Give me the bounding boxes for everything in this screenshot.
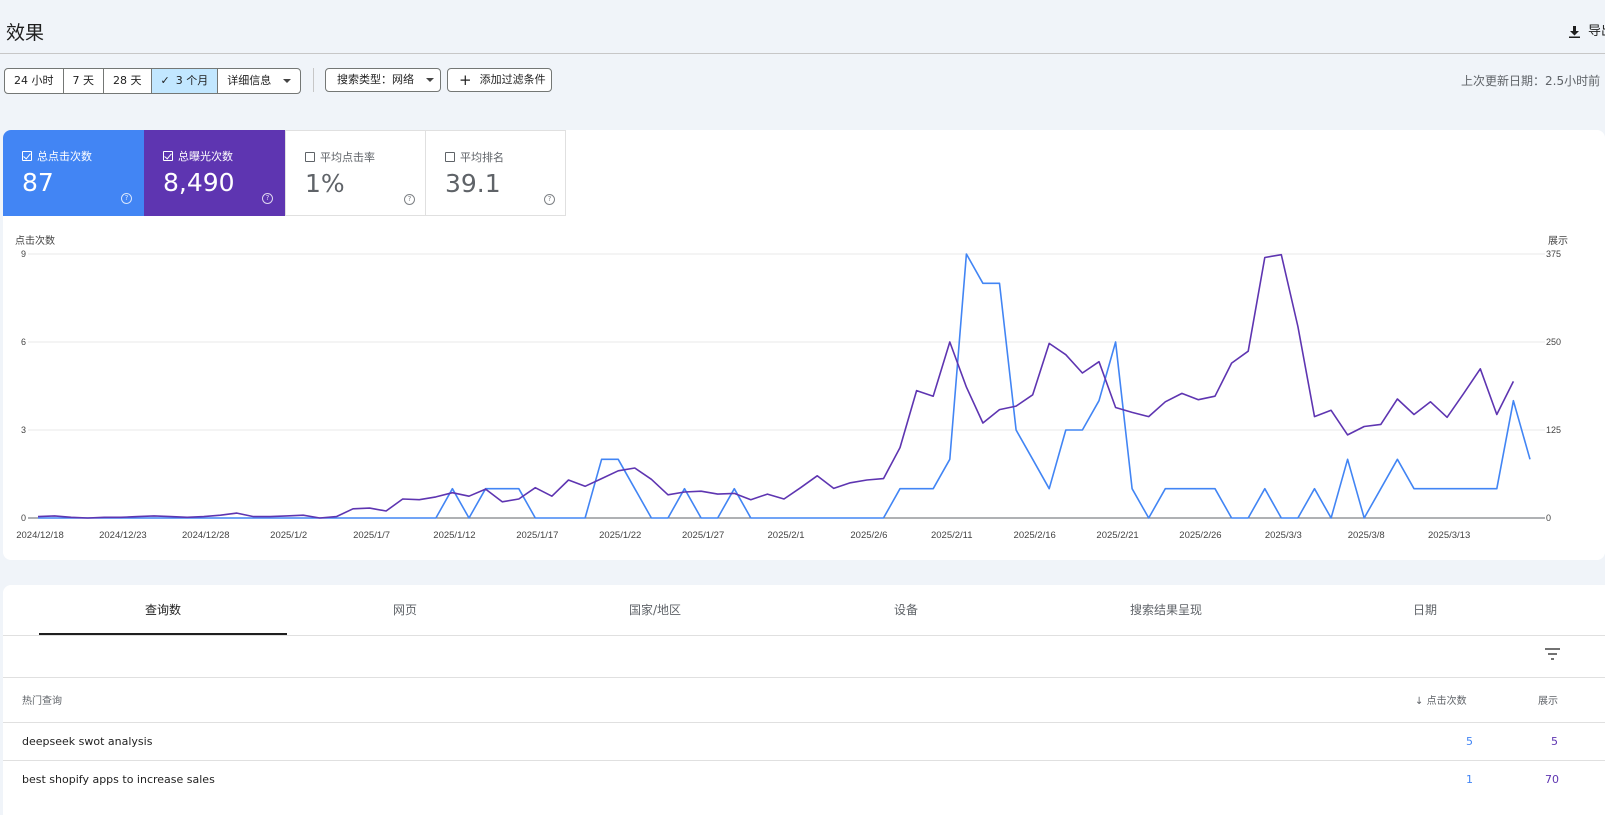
range-24h-button[interactable]: 24 小时 [5,69,64,93]
export-button[interactable]: 导出 [1569,20,1605,39]
header-divider [0,53,1605,54]
series-line-impressions [37,253,1515,519]
x-axis-tick: 2025/2/11 [931,530,973,541]
metric-value: 39.1 [445,169,501,198]
range-3m-button[interactable]: ✓ 3 个月 [151,69,219,93]
performance-chart: 点击次数 展示 9 6 3 0 375 250 125 0 2024/12/18 2024/12/23… [15,234,1568,541]
series-line-clicks [38,253,1531,519]
x-axis-tick: 2025/1/22 [599,530,641,541]
row-divider [3,677,1605,678]
details-label: 详细信息 [227,74,272,87]
metric-card-average-position[interactable]: 平均排名 39.1 ? [425,130,566,216]
metric-value: 1% [305,169,345,198]
metric-value: 87 [22,168,54,197]
tab-devices[interactable]: 设备 [894,603,919,617]
left-axis-tick: 9 [21,249,26,259]
dropdown-arrow-icon [283,79,292,83]
x-axis-tick: 2025/1/12 [433,530,475,541]
x-axis-tick: 2025/3/8 [1348,530,1385,541]
x-axis-tick: 2025/1/27 [682,530,724,541]
tab-queries[interactable]: 查询数 [145,603,182,617]
sort-down-arrow-icon: ↓ [1415,696,1424,707]
right-axis-tick: 125 [1546,425,1561,435]
table-row-query[interactable]: best shopify apps to increase sales [22,773,215,786]
range-28d-button[interactable]: 28 天 [104,69,152,93]
metric-label: 平均点击率 [320,151,375,164]
right-axis-label: 展示 [1548,235,1568,247]
x-axis-tick: 2025/1/7 [353,530,390,541]
metric-label: 平均排名 [460,151,504,164]
checkbox-icon[interactable] [305,152,315,162]
download-icon [1569,25,1580,38]
tabs-divider [3,635,1605,636]
tab-dates[interactable]: 日期 [1413,603,1438,617]
checkbox-icon[interactable] [163,151,173,161]
last-updated-text: 上次更新日期：2.5小时前 [1461,74,1601,88]
x-axis-tick: 2025/2/6 [850,530,887,541]
x-axis-tick: 2025/2/26 [1179,530,1221,541]
left-axis-tick: 6 [21,337,26,347]
x-axis-tick: 2025/1/17 [516,530,558,541]
add-filter-label: 添加过滤条件 [479,73,546,86]
left-axis-tick: 0 [21,513,26,523]
dropdown-arrow-icon [426,78,434,82]
x-axis-tick: 2025/2/16 [1014,530,1056,541]
export-label: 导出 [1588,24,1605,39]
row-divider [3,760,1605,761]
metric-value: 8,490 [163,168,235,197]
table-row-impressions: 5 [1551,735,1558,748]
table-card [3,585,1605,815]
date-range-selector: 24 小时 7 天 28 天 ✓ 3 个月 详细信息 [4,68,302,94]
metric-card-total-impressions[interactable]: 总曝光次数 8,490 ? [144,130,285,216]
checkbox-icon[interactable] [22,151,32,161]
toolbar-divider [313,68,314,92]
active-tab-indicator [39,633,287,635]
column-header-query: 热门查询 [22,696,62,707]
column-header-impressions[interactable]: 展示 [1538,696,1558,707]
x-axis-tick: 2024/12/23 [99,530,147,541]
help-icon[interactable]: ? [262,193,273,204]
help-icon[interactable]: ? [404,194,415,205]
x-axis-tick: 2025/2/21 [1096,530,1138,541]
table-row-clicks: 1 [1466,773,1473,786]
page-title: 效果 [6,22,45,44]
column-header-clicks-label: 点击次数 [1426,696,1467,707]
x-axis-tick: 2024/12/28 [182,530,230,541]
tab-countries[interactable]: 国家/地区 [629,603,682,617]
filter-icon[interactable] [1545,648,1560,660]
right-axis-tick: 250 [1546,337,1561,347]
help-icon[interactable]: ? [121,193,132,204]
search-type-filter[interactable]: 搜索类型：网络 [325,68,441,92]
metric-label: 总点击次数 [37,150,92,163]
column-header-clicks[interactable]: ↓ 点击次数 [1415,692,1467,707]
plus-icon: + [459,71,472,89]
table-row-impressions: 70 [1545,773,1559,786]
right-axis-tick: 0 [1546,513,1551,523]
help-icon[interactable]: ? [544,194,555,205]
add-filter-button[interactable]: + 添加过滤条件 [447,68,552,92]
details-dropdown[interactable]: 详细信息 [218,69,300,93]
left-axis-tick: 3 [21,425,26,435]
metric-label: 总曝光次数 [178,150,233,163]
range-3m-label: 3 个月 [175,74,209,87]
x-axis-tick: 2025/3/13 [1428,530,1470,541]
x-axis-tick: 2025/3/3 [1265,530,1302,541]
metric-card-average-ctr[interactable]: 平均点击率 1% ? [285,130,426,216]
check-icon: ✓ [160,74,170,87]
row-divider [3,722,1605,723]
right-axis-tick: 375 [1546,249,1561,259]
metric-card-total-clicks[interactable]: 总点击次数 87 ? [3,130,144,216]
x-axis-tick: 2024/12/18 [16,530,64,541]
tab-search-appearance[interactable]: 搜索结果呈现 [1130,603,1203,617]
x-axis-tick: 2025/2/1 [768,530,805,541]
checkbox-icon[interactable] [445,152,455,162]
range-7d-button[interactable]: 7 天 [64,69,104,93]
table-row-query[interactable]: deepseek swot analysis [22,735,153,748]
search-type-label: 搜索类型：网络 [337,73,414,86]
table-row-clicks: 5 [1466,735,1473,748]
tab-pages[interactable]: 网页 [393,603,418,617]
x-axis-tick: 2025/1/2 [270,530,307,541]
left-axis-label: 点击次数 [15,234,55,247]
